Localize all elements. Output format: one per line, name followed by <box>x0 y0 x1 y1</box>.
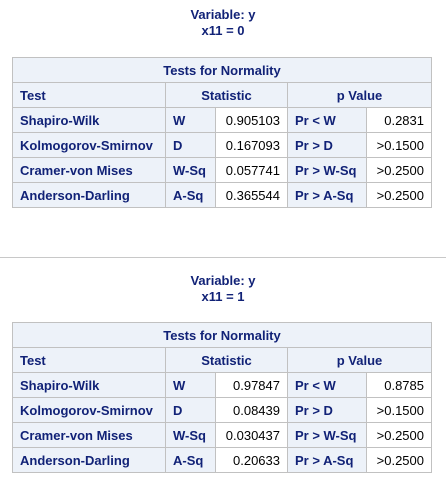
statistic-symbol: W <box>166 373 216 398</box>
test-name: Cramer-von Mises <box>13 423 166 448</box>
table-row: Anderson-Darling A-Sq 0.20633 Pr > A-Sq … <box>13 448 432 473</box>
pvalue-label: Pr > A-Sq <box>288 183 367 208</box>
pvalue-label: Pr > D <box>288 398 367 423</box>
section-title-block: Variable: y x11 = 0 <box>0 0 446 39</box>
pvalue-value: 0.8785 <box>367 373 432 398</box>
normality-section-x11-0: Variable: y x11 = 0 Tests for Normality … <box>0 0 446 39</box>
table-row: Shapiro-Wilk W 0.905103 Pr < W 0.2831 <box>13 108 432 133</box>
statistic-symbol: W-Sq <box>166 158 216 183</box>
table-row: Shapiro-Wilk W 0.97847 Pr < W 0.8785 <box>13 373 432 398</box>
column-header-pvalue: p Value <box>288 348 432 373</box>
tests-for-normality-table: Tests for Normality Test Statistic p Val… <box>12 57 432 208</box>
test-name: Kolmogorov-Smirnov <box>13 398 166 423</box>
group-title: x11 = 0 <box>0 23 446 39</box>
pvalue-label: Pr > W-Sq <box>288 158 367 183</box>
pvalue-value: >0.2500 <box>367 183 432 208</box>
table-row: Cramer-von Mises W-Sq 0.057741 Pr > W-Sq… <box>13 158 432 183</box>
table-caption: Tests for Normality <box>13 323 432 348</box>
variable-title: Variable: y <box>0 273 446 289</box>
pvalue-value: >0.2500 <box>367 423 432 448</box>
section-title-block: Variable: y x11 = 1 <box>0 266 446 305</box>
test-name: Shapiro-Wilk <box>13 108 166 133</box>
test-name: Kolmogorov-Smirnov <box>13 133 166 158</box>
pvalue-value: >0.1500 <box>367 398 432 423</box>
test-name: Anderson-Darling <box>13 183 166 208</box>
statistic-symbol: D <box>166 133 216 158</box>
pvalue-label: Pr > W-Sq <box>288 423 367 448</box>
test-name: Shapiro-Wilk <box>13 373 166 398</box>
pvalue-label: Pr > A-Sq <box>288 448 367 473</box>
statistic-symbol: A-Sq <box>166 183 216 208</box>
statistic-value: 0.365544 <box>216 183 288 208</box>
pvalue-value: >0.2500 <box>367 448 432 473</box>
test-name: Anderson-Darling <box>13 448 166 473</box>
column-header-statistic: Statistic <box>166 83 288 108</box>
pvalue-label: Pr < W <box>288 373 367 398</box>
column-header-pvalue: p Value <box>288 83 432 108</box>
normality-section-x11-1: Variable: y x11 = 1 Tests for Normality … <box>0 266 446 305</box>
table-row: Kolmogorov-Smirnov D 0.08439 Pr > D >0.1… <box>13 398 432 423</box>
table-row: Anderson-Darling A-Sq 0.365544 Pr > A-Sq… <box>13 183 432 208</box>
tests-for-normality-table: Tests for Normality Test Statistic p Val… <box>12 322 432 473</box>
table-row: Kolmogorov-Smirnov D 0.167093 Pr > D >0.… <box>13 133 432 158</box>
column-header-test: Test <box>13 83 166 108</box>
statistic-symbol: W <box>166 108 216 133</box>
statistic-symbol: A-Sq <box>166 448 216 473</box>
column-header-statistic: Statistic <box>166 348 288 373</box>
statistic-value: 0.08439 <box>216 398 288 423</box>
statistic-value: 0.167093 <box>216 133 288 158</box>
variable-title: Variable: y <box>0 7 446 23</box>
statistic-value: 0.20633 <box>216 448 288 473</box>
pvalue-label: Pr > D <box>288 133 367 158</box>
group-title: x11 = 1 <box>0 289 446 305</box>
statistic-symbol: D <box>166 398 216 423</box>
statistic-value: 0.057741 <box>216 158 288 183</box>
table-caption: Tests for Normality <box>13 58 432 83</box>
test-name: Cramer-von Mises <box>13 158 166 183</box>
pvalue-value: 0.2831 <box>367 108 432 133</box>
section-divider <box>0 257 446 258</box>
table-row: Cramer-von Mises W-Sq 0.030437 Pr > W-Sq… <box>13 423 432 448</box>
statistic-value: 0.905103 <box>216 108 288 133</box>
pvalue-value: >0.1500 <box>367 133 432 158</box>
statistic-symbol: W-Sq <box>166 423 216 448</box>
statistic-value: 0.97847 <box>216 373 288 398</box>
column-header-test: Test <box>13 348 166 373</box>
statistic-value: 0.030437 <box>216 423 288 448</box>
pvalue-value: >0.2500 <box>367 158 432 183</box>
pvalue-label: Pr < W <box>288 108 367 133</box>
